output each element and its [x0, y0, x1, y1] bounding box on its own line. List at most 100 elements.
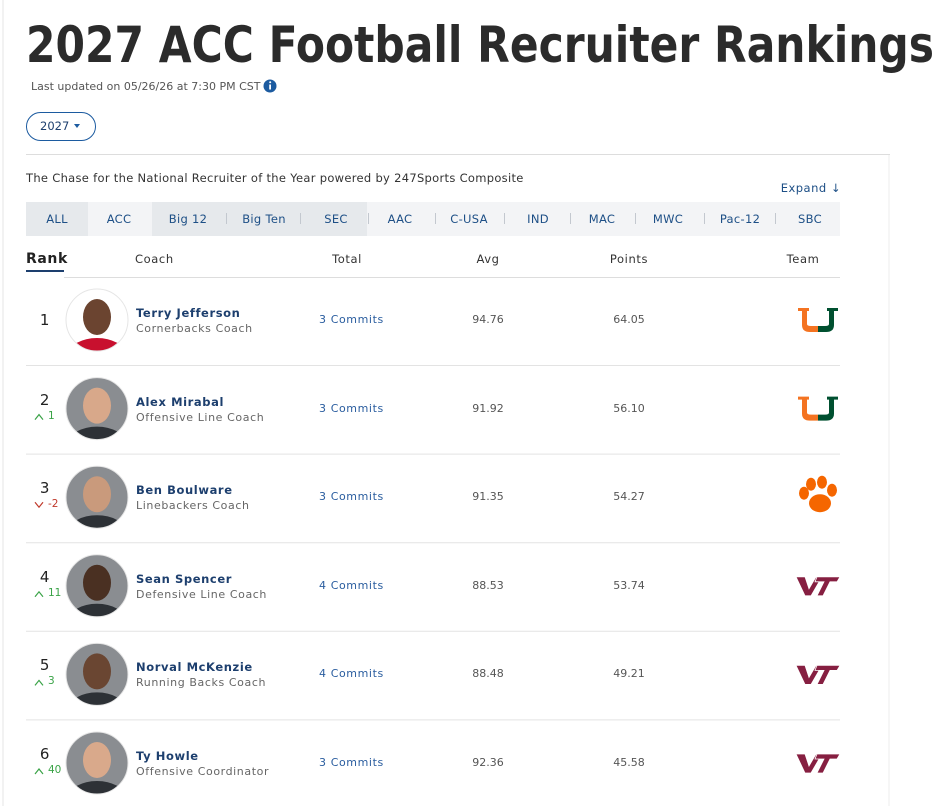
- coach-name[interactable]: Ben Boulware: [136, 483, 233, 498]
- avg-rating: 91.92: [472, 401, 504, 415]
- coach-photo: [65, 288, 129, 352]
- logo-part: [798, 396, 818, 421]
- face: [83, 299, 111, 335]
- photo: [66, 732, 128, 794]
- rank: 2: [39, 390, 51, 409]
- shoulders: [69, 781, 125, 794]
- rank-change: -2: [48, 498, 59, 511]
- conference-tab[interactable]: SEC: [324, 212, 348, 226]
- face: [83, 387, 111, 424]
- photo-ring: [65, 731, 129, 795]
- photo-ring: [65, 377, 129, 441]
- tab-separator: [704, 213, 705, 224]
- rank-change: 3: [48, 675, 55, 688]
- total-commits[interactable]: 4 Commits: [319, 667, 384, 681]
- photo-ring: [65, 288, 129, 352]
- rank: 4: [39, 567, 51, 586]
- shoulders: [69, 603, 125, 617]
- tab-separator: [226, 213, 227, 224]
- trend-arrow: [34, 501, 44, 509]
- total-commits[interactable]: 4 Commits: [319, 578, 384, 592]
- column-header[interactable]: Points: [609, 252, 649, 266]
- coach-name[interactable]: Alex Mirabal: [136, 394, 225, 409]
- conference-tab[interactable]: Big 12: [168, 212, 208, 226]
- tab-separator: [368, 213, 369, 224]
- trend-arrow: [34, 413, 44, 420]
- column-header[interactable]: Coach: [135, 252, 174, 266]
- points: 64.05: [613, 313, 645, 326]
- rank-change: 40: [48, 764, 62, 776]
- column-header[interactable]: Rank: [26, 251, 68, 267]
- logo-part: [818, 396, 838, 421]
- points: 45.58: [613, 756, 645, 769]
- conference-tab[interactable]: ACC: [106, 212, 132, 226]
- coach-name[interactable]: Norval McKenzie: [136, 660, 253, 675]
- photo: [66, 377, 128, 440]
- logo-part: [806, 477, 816, 491]
- team-logo: [795, 665, 841, 685]
- conference-tab[interactable]: ALL: [46, 212, 68, 226]
- last-updated: Last updated on 05/26/26 at 7:30 PM CST: [31, 80, 261, 93]
- shoulders: [69, 426, 125, 440]
- tab-separator: [570, 213, 571, 224]
- avg-rating: 94.76: [472, 313, 504, 326]
- coach-photo: [65, 642, 129, 706]
- avg-rating: 88.53: [472, 578, 504, 592]
- rank: 3: [39, 479, 51, 498]
- avg-rating: 92.36: [472, 756, 504, 769]
- logo-part: [814, 753, 841, 774]
- coach-name[interactable]: Ty Howle: [136, 749, 199, 763]
- conference-tab[interactable]: IND: [527, 212, 549, 226]
- rank-change: 11: [48, 586, 62, 599]
- logo-part: [798, 308, 818, 332]
- year-dropdown[interactable]: [26, 112, 96, 141]
- team-logo: [798, 396, 838, 421]
- rank-change: 1: [48, 409, 55, 422]
- total-commits[interactable]: 3 Commits: [319, 313, 384, 326]
- photo: [66, 466, 128, 529]
- coach-photo: [65, 731, 129, 795]
- column-header[interactable]: Avg: [476, 252, 500, 266]
- column-header[interactable]: Total: [332, 252, 362, 266]
- conference-tab[interactable]: SBC: [798, 212, 822, 226]
- expand-link[interactable]: Expand ↓: [780, 181, 841, 195]
- face: [83, 564, 111, 601]
- conference-tab[interactable]: AAC: [387, 212, 413, 226]
- points: 53.74: [613, 578, 645, 592]
- tab-separator: [635, 213, 636, 224]
- shoulders: [69, 692, 125, 706]
- column-header: Team: [786, 252, 820, 266]
- shoulders: [69, 515, 125, 529]
- coach-name[interactable]: Terry Jefferson: [136, 306, 241, 320]
- team-logo: [798, 308, 838, 332]
- conference-tab[interactable]: Pac-12: [719, 212, 761, 226]
- page-title: 2027 ACC Football Recruiter Rankings: [26, 16, 934, 74]
- team-logo: [795, 753, 841, 774]
- conference-tab[interactable]: MWC: [652, 212, 684, 226]
- coach-name[interactable]: Sean Spencer: [136, 571, 233, 586]
- year-label[interactable]: 2027: [40, 119, 70, 133]
- logo-part: [814, 576, 841, 597]
- total-commits[interactable]: 3 Commits: [319, 490, 384, 504]
- team-logo: [795, 576, 841, 597]
- total-commits[interactable]: 3 Commits: [319, 401, 384, 415]
- tab-bar: [26, 202, 840, 236]
- trend-arrow: [34, 679, 44, 686]
- logo-part: [827, 483, 837, 497]
- trend-arrow: [34, 768, 44, 775]
- points: 54.27: [613, 490, 645, 504]
- conference-tab[interactable]: Big Ten: [242, 212, 286, 226]
- conference-tab[interactable]: MAC: [588, 212, 616, 226]
- coach-role: Offensive Line Coach: [136, 410, 265, 424]
- total-commits[interactable]: 3 Commits: [319, 756, 384, 769]
- tab-separator: [503, 213, 505, 224]
- info-icon[interactable]: [263, 79, 277, 93]
- tab-bg: [26, 202, 88, 236]
- logo-part: [809, 494, 831, 513]
- conference-tab[interactable]: C-USA: [450, 212, 488, 226]
- coach-role: Defensive Line Coach: [136, 587, 268, 601]
- points: 56.10: [613, 401, 645, 415]
- photo: [66, 643, 128, 706]
- tab-separator: [300, 213, 301, 224]
